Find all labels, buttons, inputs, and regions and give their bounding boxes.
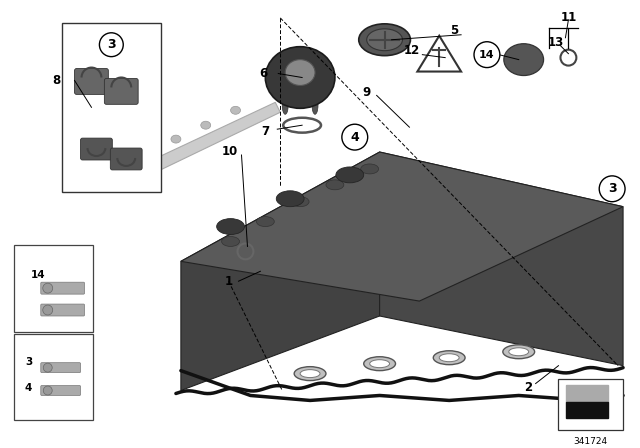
Ellipse shape <box>44 363 52 372</box>
Ellipse shape <box>364 357 396 370</box>
FancyBboxPatch shape <box>41 386 81 396</box>
Text: 5: 5 <box>450 24 458 37</box>
Ellipse shape <box>359 24 410 56</box>
Polygon shape <box>566 402 608 418</box>
Polygon shape <box>566 384 608 402</box>
Ellipse shape <box>230 106 241 114</box>
Text: 9: 9 <box>363 86 371 99</box>
Ellipse shape <box>285 60 315 86</box>
Ellipse shape <box>217 219 244 234</box>
Text: 2: 2 <box>525 381 532 394</box>
Circle shape <box>599 176 625 202</box>
FancyBboxPatch shape <box>81 138 113 160</box>
Ellipse shape <box>312 96 318 114</box>
Ellipse shape <box>300 370 320 378</box>
Ellipse shape <box>509 348 529 356</box>
Ellipse shape <box>282 96 288 114</box>
Circle shape <box>342 124 368 150</box>
Text: 3: 3 <box>25 357 32 367</box>
FancyBboxPatch shape <box>14 246 93 332</box>
Ellipse shape <box>433 351 465 365</box>
Text: 7: 7 <box>261 125 269 138</box>
Ellipse shape <box>266 47 335 108</box>
Polygon shape <box>181 152 380 391</box>
Text: 4: 4 <box>351 131 359 144</box>
Ellipse shape <box>370 360 390 368</box>
FancyBboxPatch shape <box>61 23 161 192</box>
Ellipse shape <box>171 135 181 143</box>
FancyBboxPatch shape <box>14 334 93 420</box>
Ellipse shape <box>257 217 275 227</box>
Polygon shape <box>380 152 623 366</box>
Text: 11: 11 <box>560 11 577 24</box>
Ellipse shape <box>113 158 126 180</box>
FancyBboxPatch shape <box>104 78 138 104</box>
Ellipse shape <box>201 121 211 129</box>
Text: 341724: 341724 <box>573 437 607 446</box>
FancyBboxPatch shape <box>41 304 84 316</box>
Ellipse shape <box>439 354 459 362</box>
Ellipse shape <box>43 305 52 315</box>
Ellipse shape <box>276 191 304 207</box>
Text: 1: 1 <box>225 275 233 288</box>
Polygon shape <box>116 102 280 189</box>
Ellipse shape <box>221 237 239 246</box>
FancyBboxPatch shape <box>75 69 108 95</box>
Text: 12: 12 <box>403 44 420 57</box>
Text: 4: 4 <box>25 383 32 393</box>
Ellipse shape <box>294 366 326 380</box>
Ellipse shape <box>336 167 364 183</box>
Ellipse shape <box>503 345 534 359</box>
Ellipse shape <box>504 44 543 76</box>
Text: 14: 14 <box>479 50 495 60</box>
Ellipse shape <box>291 197 309 207</box>
Ellipse shape <box>141 150 151 158</box>
Ellipse shape <box>367 29 403 51</box>
Text: 14: 14 <box>31 270 45 280</box>
Text: 6: 6 <box>259 67 268 80</box>
Ellipse shape <box>326 180 344 190</box>
Text: 10: 10 <box>221 145 237 158</box>
FancyBboxPatch shape <box>559 379 623 430</box>
FancyBboxPatch shape <box>41 282 84 294</box>
Polygon shape <box>181 152 623 301</box>
Text: 3: 3 <box>608 182 616 195</box>
FancyBboxPatch shape <box>41 363 81 373</box>
Ellipse shape <box>361 164 379 174</box>
Text: 3: 3 <box>107 38 116 51</box>
Circle shape <box>474 42 500 68</box>
Circle shape <box>99 33 124 56</box>
Ellipse shape <box>43 283 52 293</box>
FancyBboxPatch shape <box>110 148 142 170</box>
Text: 13: 13 <box>547 36 564 49</box>
Text: 8: 8 <box>52 74 61 87</box>
Ellipse shape <box>44 386 52 395</box>
